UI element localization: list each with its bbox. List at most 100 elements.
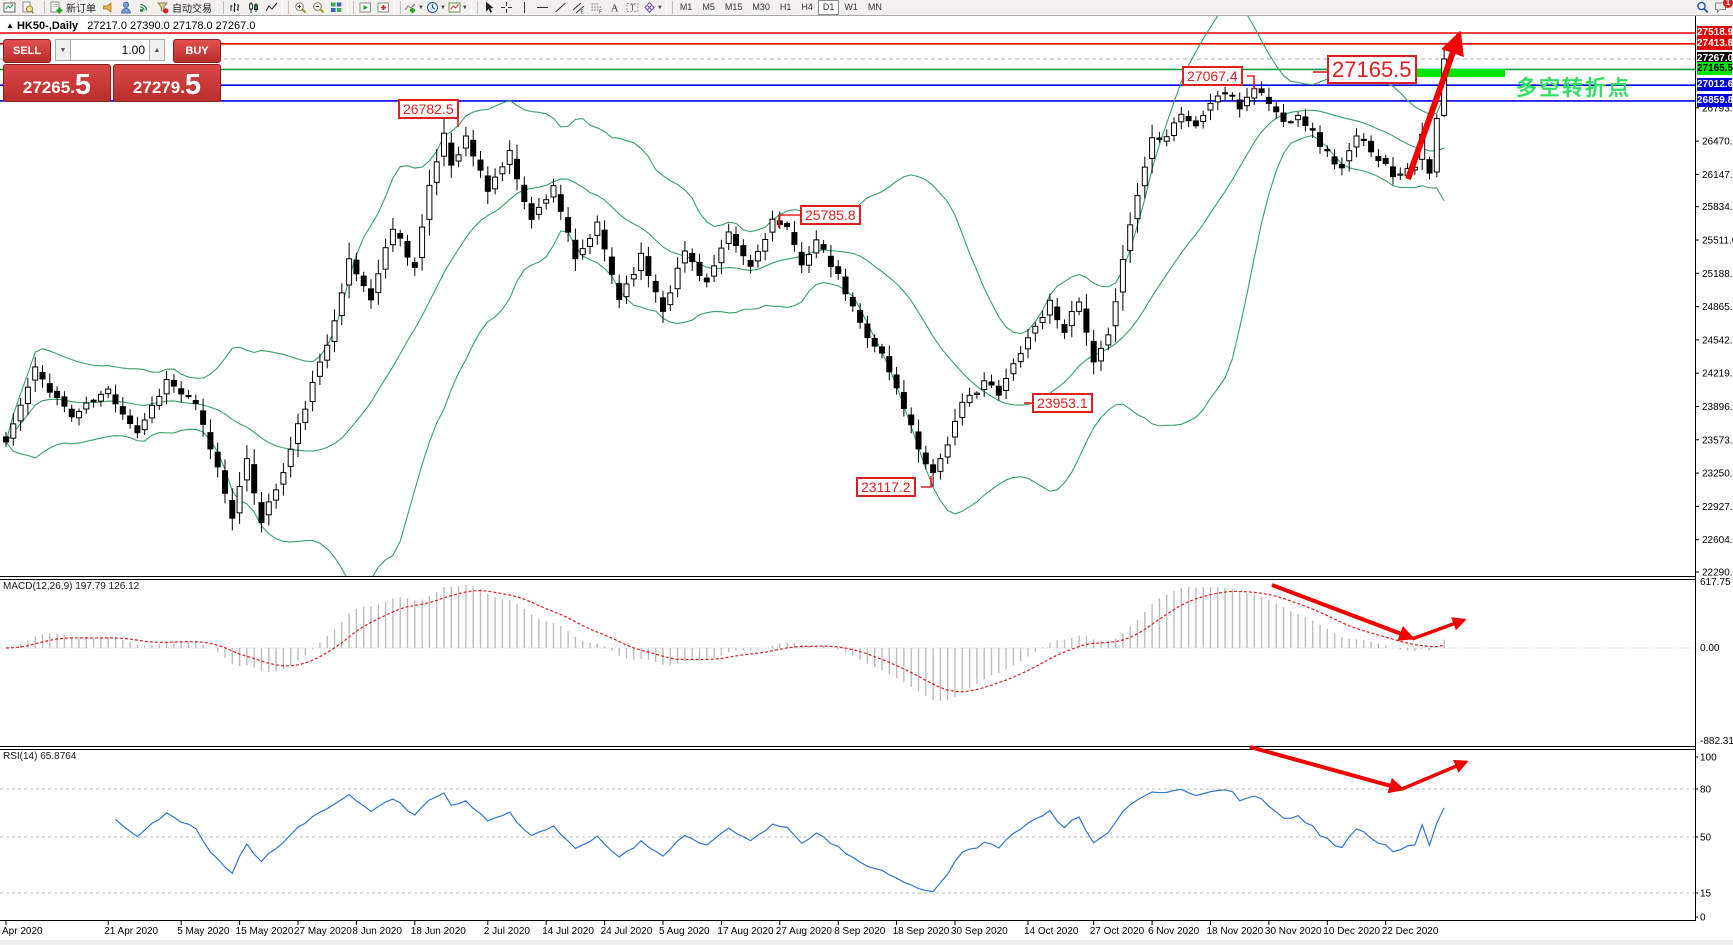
autotrade-label[interactable]: 自动交易 [172, 4, 212, 15]
svg-text:2 Jul 2020: 2 Jul 2020 [484, 926, 531, 937]
timeframe-m1[interactable]: M1 [679, 2, 693, 12]
channel-icon[interactable]: E [570, 1, 588, 15]
zoom-in-icon[interactable] [291, 1, 309, 15]
svg-text:617.75: 617.75 [1700, 577, 1731, 588]
one-click-trade-panel: SELL ▼ ▲ BUY 27265. 5 27279. 5 [3, 39, 221, 102]
timeframe-h4[interactable]: H4 [801, 2, 813, 12]
svg-text:22 Dec 2020: 22 Dec 2020 [1382, 926, 1439, 937]
svg-text:T: T [630, 4, 635, 13]
tile-windows-icon[interactable] [327, 1, 345, 15]
toolbar-group [226, 0, 280, 15]
svg-text:22927.0: 22927.0 [1702, 502, 1733, 513]
status-strip [0, 940, 1733, 945]
volume-input[interactable] [71, 39, 149, 61]
rsi-indicator-label: RSI(14) 65.8764 [3, 751, 77, 762]
new-order-icon[interactable] [47, 1, 65, 15]
label-icon[interactable]: T [624, 1, 642, 15]
timeframe-m15[interactable]: M15 [724, 2, 743, 12]
svg-text:-882.31: -882.31 [1700, 736, 1733, 747]
ohlc-close: 27267.0 [215, 20, 256, 32]
svg-text:50: 50 [1700, 833, 1712, 844]
sell-price-pip: 5 [74, 69, 92, 101]
toolbar-separator [470, 1, 478, 14]
timeframe-m5[interactable]: M5 [702, 2, 715, 12]
buy-price-main: 27279. [132, 78, 185, 97]
svg-text:8 Jun 2020: 8 Jun 2020 [352, 926, 402, 937]
template-icon[interactable]: ▼ [447, 1, 469, 15]
candlestick-icon[interactable] [244, 1, 262, 15]
svg-text:22290.5: 22290.5 [1702, 568, 1733, 579]
volume-stepper: ▼ ▲ [55, 39, 167, 61]
chart-header: ▲ HK50-,Daily 27217.0 27390.0 27178.0 27… [6, 20, 255, 32]
svg-text:6 Nov 2020: 6 Nov 2020 [1148, 926, 1200, 937]
text-icon[interactable]: A [606, 1, 624, 15]
sell-price-main: 27265. [22, 78, 75, 97]
toolbar-group [0, 0, 36, 15]
cursor-icon[interactable] [480, 1, 498, 15]
svg-text:24 Jul 2020: 24 Jul 2020 [601, 926, 653, 937]
rsi-line [115, 788, 1445, 893]
bar-chart-icon[interactable] [226, 1, 244, 15]
sell-button[interactable]: SELL [3, 39, 51, 63]
buy-price[interactable]: 27279. 5 [113, 64, 221, 102]
add-indicator-icon[interactable]: ▼ [403, 1, 425, 15]
search-icon[interactable] [1693, 1, 1711, 15]
svg-text:27 May 2020: 27 May 2020 [294, 926, 352, 937]
svg-text:0: 0 [1700, 913, 1706, 924]
svg-text:24865.0: 24865.0 [1702, 302, 1733, 313]
tester-play-icon[interactable] [356, 1, 374, 15]
timeframe-mn[interactable]: MN [867, 2, 882, 12]
svg-text:25511.0: 25511.0 [1702, 235, 1733, 246]
shapes-icon[interactable]: ▼ [642, 1, 664, 15]
price-axis: 26793.5 26470.5 26147.5 25834.0 25511.0 25188… [1695, 103, 1733, 924]
signal-icon[interactable] [135, 1, 153, 15]
volume-down-button[interactable]: ▼ [55, 39, 71, 61]
svg-text:22604.0: 22604.0 [1702, 535, 1733, 546]
buy-price-pip: 5 [184, 69, 202, 101]
line-chart-icon[interactable] [262, 1, 280, 15]
tester-add-icon[interactable] [374, 1, 392, 15]
chart-window-icon[interactable] [0, 1, 18, 15]
svg-text:27 Oct 2020: 27 Oct 2020 [1090, 926, 1145, 937]
toolbar-group: 新订单 自动交易 [47, 0, 215, 15]
hline-icon[interactable] [534, 1, 552, 15]
sell-price[interactable]: 27265. 5 [3, 64, 111, 102]
timeframe-h1[interactable]: H1 [779, 2, 792, 12]
timeframe-m30[interactable]: M30 [752, 2, 770, 12]
svg-text:18 Jun 2020: 18 Jun 2020 [411, 926, 466, 937]
sound-icon[interactable] [99, 1, 117, 15]
main-toolbar: 新订单 自动交易 ▼ ▼ ▼ E F A T ▼ M1 M5 M15 M30 H1 H4 D1 W1 MN 1 [0, 0, 1733, 16]
svg-text:80: 80 [1700, 785, 1712, 796]
svg-text:17 Aug 2020: 17 Aug 2020 [717, 926, 774, 937]
ohlc-low: 27178.0 [172, 20, 213, 32]
svg-text:14 Jul 2020: 14 Jul 2020 [542, 926, 594, 937]
buy-button[interactable]: BUY [173, 39, 221, 63]
preview-icon[interactable] [18, 1, 36, 15]
toolbar-separator [217, 1, 224, 14]
svg-text:F: F [599, 10, 602, 15]
timeframe-w1[interactable]: W1 [844, 2, 858, 12]
collapse-triangle-icon[interactable]: ▲ [6, 21, 14, 30]
fibo-icon[interactable]: F [588, 1, 606, 15]
svg-text:0.00: 0.00 [1700, 643, 1720, 654]
ohlc-high: 27390.0 [130, 20, 170, 32]
toolbar-separator [38, 1, 45, 14]
volume-up-button[interactable]: ▲ [149, 39, 165, 61]
period-icon[interactable]: ▼ [425, 1, 447, 15]
crosshair-icon[interactable] [498, 1, 516, 15]
zoom-out-icon[interactable] [309, 1, 327, 15]
svg-text:24542.0: 24542.0 [1702, 335, 1733, 346]
svg-text:23573.0: 23573.0 [1702, 435, 1733, 446]
svg-text:30 Nov 2020: 30 Nov 2020 [1265, 926, 1322, 937]
notification-badge: 1 [1723, 0, 1733, 8]
trendline-icon[interactable] [552, 1, 570, 15]
vline-icon[interactable] [516, 1, 534, 15]
chat-icon[interactable]: 1 [1711, 0, 1733, 15]
autotrade-icon[interactable] [153, 1, 171, 15]
svg-text:5 Aug 2020: 5 Aug 2020 [659, 926, 710, 937]
timeframe-d1[interactable]: D1 [817, 0, 840, 15]
new-order-label[interactable]: 新订单 [66, 4, 96, 15]
account-icon[interactable] [117, 1, 135, 15]
